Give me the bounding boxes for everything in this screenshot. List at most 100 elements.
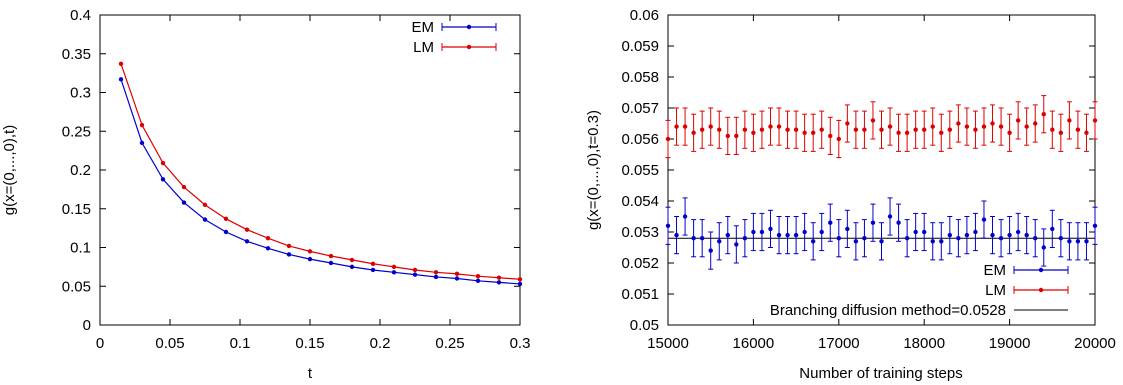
data-point <box>939 239 944 244</box>
x-tick-label: 0.2 <box>370 335 391 352</box>
data-point <box>454 276 460 281</box>
data-point <box>947 232 953 238</box>
y-tick-label: 0.35 <box>62 46 91 63</box>
data-point <box>990 232 995 238</box>
data-point <box>1092 118 1098 123</box>
data-point <box>370 261 376 266</box>
y-tick-label: 0.3 <box>70 85 91 102</box>
data-point <box>1033 121 1038 126</box>
data-point <box>699 127 705 132</box>
series-group <box>118 61 523 287</box>
x-tick-label: 18000 <box>903 335 945 352</box>
data-point <box>785 127 790 132</box>
data-point <box>896 220 901 225</box>
data-point <box>1092 223 1098 228</box>
y-tick-label: 0.06 <box>630 7 659 24</box>
data-point <box>349 257 355 263</box>
data-point <box>759 127 765 132</box>
y-axis-label: g(x=(0,...,0),t) <box>1 125 18 215</box>
data-point <box>1015 118 1021 123</box>
data-point <box>956 236 961 241</box>
data-point <box>1075 239 1081 244</box>
series-LM <box>665 95 1098 159</box>
data-point <box>853 127 859 132</box>
data-point <box>708 248 713 253</box>
data-point <box>202 217 208 222</box>
x-tick-label: 0.05 <box>155 335 184 352</box>
data-point <box>328 253 334 259</box>
data-point <box>870 118 876 123</box>
y-tick-label: 0.054 <box>621 193 659 210</box>
legend-swatch-point <box>466 44 472 50</box>
data-point <box>682 214 688 219</box>
legend: EM LM <box>412 19 497 56</box>
data-point <box>475 273 481 279</box>
data-point <box>845 121 850 126</box>
data-point <box>981 217 987 222</box>
data-point <box>956 121 961 126</box>
data-point <box>913 229 918 235</box>
data-point <box>904 236 910 241</box>
data-point <box>828 220 833 225</box>
data-point <box>1067 239 1072 244</box>
data-point <box>1058 130 1064 135</box>
legend-swatch-point <box>1038 267 1044 273</box>
data-point <box>160 160 166 166</box>
data-point <box>265 246 271 251</box>
x-tick-label: 0.3 <box>510 335 531 352</box>
chart-right: 15000 16000 17000 18000 19000 20000 0.05 0.051 0… <box>585 7 1116 382</box>
y-tick-label: 0.05 <box>630 317 659 334</box>
data-point <box>887 124 893 129</box>
y-tick-label: 0.25 <box>62 123 91 140</box>
data-point <box>1050 127 1055 132</box>
series-line <box>120 79 521 285</box>
data-point <box>734 133 739 139</box>
data-point <box>768 124 773 129</box>
x-tick-label: 0.25 <box>435 335 464 352</box>
data-point <box>998 236 1004 241</box>
data-point <box>433 270 439 275</box>
data-point <box>964 232 970 238</box>
x-tick-label: 0.15 <box>295 335 324 352</box>
data-point <box>1050 226 1055 232</box>
data-point <box>853 239 859 244</box>
data-point <box>517 281 523 287</box>
data-point <box>845 226 850 232</box>
data-point <box>391 264 397 270</box>
data-point <box>862 236 867 241</box>
data-point <box>930 124 935 129</box>
data-point <box>517 277 523 282</box>
data-point <box>1024 232 1029 238</box>
data-point <box>1007 130 1012 135</box>
series-EM <box>118 77 523 287</box>
data-point <box>699 236 705 241</box>
data-point <box>725 232 730 238</box>
y-tick-label: 0.052 <box>621 255 659 272</box>
data-point <box>412 272 418 277</box>
data-point <box>682 124 688 129</box>
series-group <box>665 95 1098 270</box>
tick-group: 0 0.05 0.1 0.15 0.2 0.25 0.3 0 0.05 0.1 0.15 0.2 0.2… <box>62 7 531 352</box>
data-point <box>759 229 765 235</box>
legend-label: EM <box>412 19 435 36</box>
data-point <box>896 130 901 135</box>
x-tick-label: 0.1 <box>230 335 251 352</box>
data-point <box>1084 239 1089 244</box>
data-point <box>930 239 935 244</box>
y-tick-label: 0.055 <box>621 162 659 179</box>
data-point <box>751 130 756 135</box>
data-point <box>691 130 696 135</box>
data-point <box>913 127 918 132</box>
data-point <box>307 256 313 262</box>
data-point <box>1075 127 1081 132</box>
y-axis-label: g(x=(0,...,0),t=0.3) <box>585 110 602 230</box>
data-point <box>802 130 807 135</box>
x-tick-label: 17000 <box>818 335 860 352</box>
data-point <box>981 124 987 129</box>
data-point <box>286 252 292 257</box>
data-point <box>496 280 502 285</box>
data-point <box>887 214 893 219</box>
x-tick-label: 0 <box>96 335 104 352</box>
y-tick-label: 0.056 <box>621 131 659 148</box>
data-point <box>1058 236 1064 241</box>
